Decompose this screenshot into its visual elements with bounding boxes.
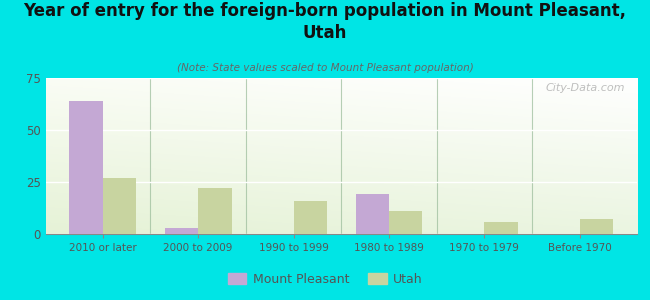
Text: City-Data.com: City-Data.com	[545, 83, 625, 93]
Bar	[70, 101, 103, 234]
Bar	[484, 221, 518, 234]
Bar	[389, 211, 422, 234]
Bar	[164, 228, 198, 234]
Text: Year of entry for the foreign-born population in Mount Pleasant,
Utah: Year of entry for the foreign-born popul…	[23, 2, 627, 42]
Bar	[356, 194, 389, 234]
Bar	[103, 178, 136, 234]
Bar	[198, 188, 231, 234]
Bar	[294, 201, 327, 234]
Bar	[580, 219, 613, 234]
Legend: Mount Pleasant, Utah: Mount Pleasant, Utah	[222, 268, 428, 291]
Text: (Note: State values scaled to Mount Pleasant population): (Note: State values scaled to Mount Plea…	[177, 63, 473, 73]
